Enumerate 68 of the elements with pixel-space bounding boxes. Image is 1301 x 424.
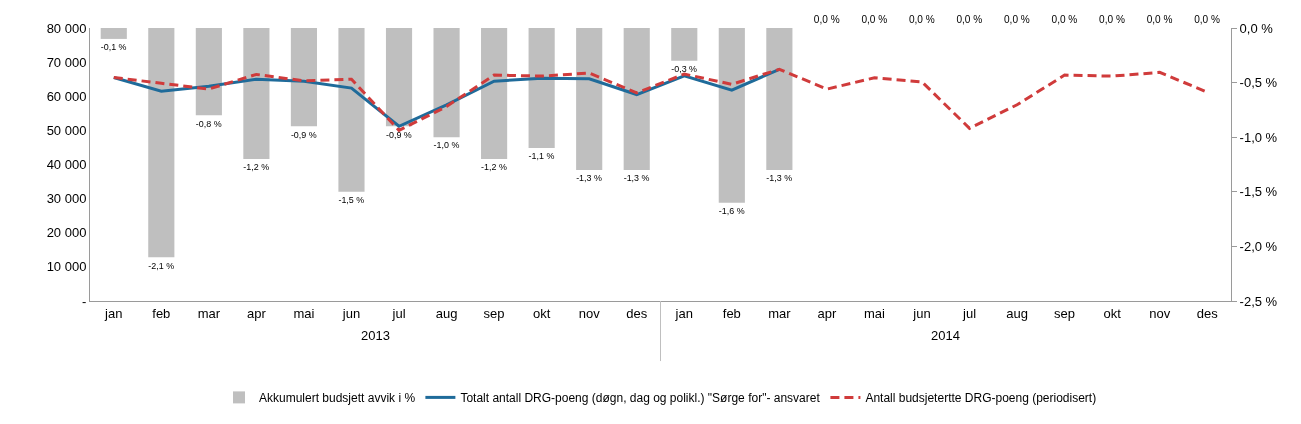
data-label: 0,0 % [1051, 13, 1078, 25]
data-label: -2,1 % [148, 260, 175, 271]
x-tick-label: okt [1103, 305, 1122, 321]
x-tick-label: jul [962, 305, 977, 321]
x-tick-label: aug [1006, 305, 1028, 321]
legend-label: Totalt antall DRG-poeng (døgn, dag og polikl.) "Sørge for"- ansvaret [460, 391, 821, 406]
data-label: -1,3 % [576, 173, 602, 184]
y-tick-label: 10 000 [46, 259, 87, 275]
data-label: 0,0 % [1194, 13, 1220, 25]
y2-tick-label: -1,5 % [1239, 184, 1278, 200]
data-label: 0,0 % [1146, 13, 1173, 25]
text: 2013 [361, 328, 390, 343]
data-label: 0,0 % [956, 13, 983, 25]
x-tick-label: jul [391, 305, 406, 321]
legend-label: Akkumulert budsjett avvik i % [259, 391, 416, 406]
data-label: 0,0 % [813, 13, 840, 25]
x-tick-label: feb [152, 305, 171, 321]
x-tick-label: apr [247, 305, 267, 321]
y-tick-label: 20 000 [46, 225, 87, 241]
y2-tick-label: 0,0 % [1239, 20, 1274, 36]
x-tick-label: mar [768, 305, 792, 321]
y2-tick-label: -2,0 % [1239, 238, 1278, 254]
data-label: -0,9 % [290, 129, 317, 140]
x-tick-label: sep [1054, 305, 1076, 321]
data-label: -1,3 % [766, 173, 793, 184]
data-label: 0,0 % [861, 13, 888, 25]
y-tick-label: 40 000 [46, 157, 87, 173]
y2-tick-label: -0,5 % [1239, 75, 1278, 91]
y-tick-label: 60 000 [46, 88, 87, 104]
x-tick-label: mai [863, 305, 886, 321]
y2-tick-label: -2,5 % [1239, 293, 1278, 309]
x-tick-label: des [1196, 305, 1219, 321]
data-label: -1,2 % [481, 162, 507, 173]
y2-tick-label: -1,0 % [1239, 129, 1278, 145]
x-tick-label: sep [483, 305, 505, 321]
x-tick-label: nov [578, 305, 601, 321]
x-tick-label: mar [197, 305, 221, 321]
data-label: -0,1 % [100, 42, 127, 53]
y-tick-label: 30 000 [46, 191, 87, 207]
x-tick-label: jan [674, 305, 693, 321]
data-label: -1,3 % [623, 173, 650, 184]
x-tick-label: apr [817, 305, 837, 321]
x-tick-label: feb [722, 305, 741, 321]
y-tick-label: - [82, 293, 87, 309]
x-tick-label: jun [341, 305, 361, 321]
x-tick-label: okt [532, 305, 551, 321]
data-label: -0,3 % [671, 64, 698, 75]
data-label: -1,6 % [718, 205, 745, 216]
legend-label: Antall budsjetertte DRG-poeng (periodisert) [865, 391, 1097, 406]
data-label: -1,5 % [338, 195, 365, 206]
x-tick-label: mai [293, 305, 315, 321]
data-label: -1,1 % [528, 151, 555, 162]
data-label: -1,2 % [243, 162, 270, 173]
y-tick-label: 80 000 [46, 20, 87, 36]
y-tick-label: 50 000 [46, 122, 87, 138]
y-tick-label: 70 000 [46, 54, 87, 70]
x-tick-label: jun [912, 305, 931, 321]
x-tick-label: aug [435, 305, 458, 321]
data-label: 0,0 % [1004, 13, 1030, 25]
x-tick-label: des [626, 305, 648, 321]
data-label: 0,0 % [1099, 13, 1125, 25]
data-label: -1,0 % [433, 140, 460, 151]
data-label: -0,8 % [195, 118, 222, 129]
data-label: -0,9 % [385, 129, 412, 140]
x-tick-label: nov [1149, 305, 1171, 321]
text: 2014 [931, 328, 960, 343]
x-tick-label: jan [104, 305, 123, 321]
data-label: 0,0 % [908, 13, 935, 25]
